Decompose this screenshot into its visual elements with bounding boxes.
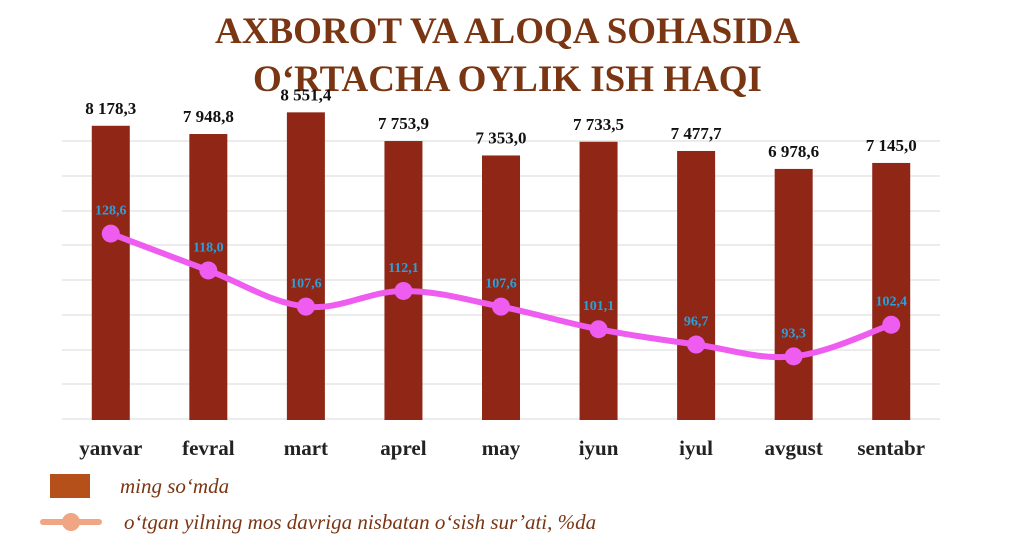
bar-value-label: 8 178,3 xyxy=(85,99,136,118)
line-value-label: 112,1 xyxy=(388,261,419,276)
line-value-label: 107,6 xyxy=(290,277,322,292)
line-value-label: 118,0 xyxy=(193,240,224,255)
bar-avgust xyxy=(774,168,813,420)
x-tick-label: iyul xyxy=(679,436,713,460)
bar-yanvar xyxy=(91,125,130,421)
line-point xyxy=(492,297,510,316)
line-point xyxy=(784,347,803,366)
line-value-label: 101,1 xyxy=(583,299,615,314)
line-value-labels: 128,6 118,0 107,6 112,1 107,6 101,1 96,7 93,3 10… xyxy=(95,204,907,342)
bar-may xyxy=(482,155,520,420)
legend-line-label: o‘tgan yilning mos davriga nisbatan o‘si… xyxy=(124,509,597,534)
chart-legend: ming so‘mda o‘tgan yilning mos davriga n… xyxy=(36,468,596,540)
line-point xyxy=(882,315,901,334)
chart-title: AXBOROT VA ALOQA SOHASIDA O‘RTACHA OYLIK… xyxy=(0,8,1015,104)
line-point xyxy=(394,281,413,300)
line-point xyxy=(199,261,218,280)
bar-value-label: 7 145,0 xyxy=(866,136,917,155)
bar-value-labels: 8 178,3 7 948,8 8 551,4 7 753,9 7 353,0 7 733… xyxy=(85,85,916,161)
line-point xyxy=(687,335,706,354)
line-value-label: 107,6 xyxy=(485,277,517,292)
x-tick-label: iyun xyxy=(579,436,619,460)
line-point xyxy=(589,320,608,339)
x-axis-tick-labels: yanvar fevral mart aprel may iyun iyul avgust se… xyxy=(79,436,925,460)
bar-iyul xyxy=(677,150,716,420)
bar-value-label: 7 353,0 xyxy=(476,128,527,147)
line-value-label: 128,6 xyxy=(95,204,127,219)
line-series xyxy=(101,224,901,366)
bar-value-label: 6 978,6 xyxy=(768,142,819,161)
chart-title-line-2: O‘RTACHA OYLIK ISH HAQI xyxy=(253,59,762,100)
x-tick-label: mart xyxy=(284,436,328,460)
chart-title-line-1: AXBOROT VA ALOQA SOHASIDA xyxy=(215,11,800,52)
line-value-label: 93,3 xyxy=(781,326,806,341)
legend-item-line: o‘tgan yilning mos davriga nisbatan o‘si… xyxy=(36,504,596,540)
bar-mart xyxy=(286,112,325,420)
line-point xyxy=(296,297,315,316)
bar-value-label: 7 948,8 xyxy=(183,107,234,126)
bar-value-label: 7 753,9 xyxy=(378,114,429,133)
x-tick-label: avgust xyxy=(764,436,822,460)
bar-aprel xyxy=(384,141,423,421)
bar-sentabr xyxy=(872,162,911,420)
x-tick-label: may xyxy=(482,436,521,460)
legend-line-swatch xyxy=(40,510,102,534)
bar-iyun xyxy=(579,141,618,420)
x-tick-label: aprel xyxy=(380,436,426,460)
bar-value-label: 8 551,4 xyxy=(280,85,332,104)
x-tick-label: fevral xyxy=(182,436,235,460)
line-value-label: 102,4 xyxy=(875,295,907,310)
bar-value-label: 7 477,7 xyxy=(671,124,723,143)
legend-item-bar: ming so‘mda xyxy=(36,468,596,504)
legend-bar-label: ming so‘mda xyxy=(120,473,230,498)
legend-bar-swatch xyxy=(50,474,90,498)
line-value-label: 96,7 xyxy=(684,315,709,330)
x-tick-label: yanvar xyxy=(79,436,142,460)
bar-value-label: 7 733,5 xyxy=(573,115,624,134)
line-point xyxy=(101,224,120,243)
bar-series xyxy=(91,112,911,421)
x-tick-label: sentabr xyxy=(857,436,925,460)
